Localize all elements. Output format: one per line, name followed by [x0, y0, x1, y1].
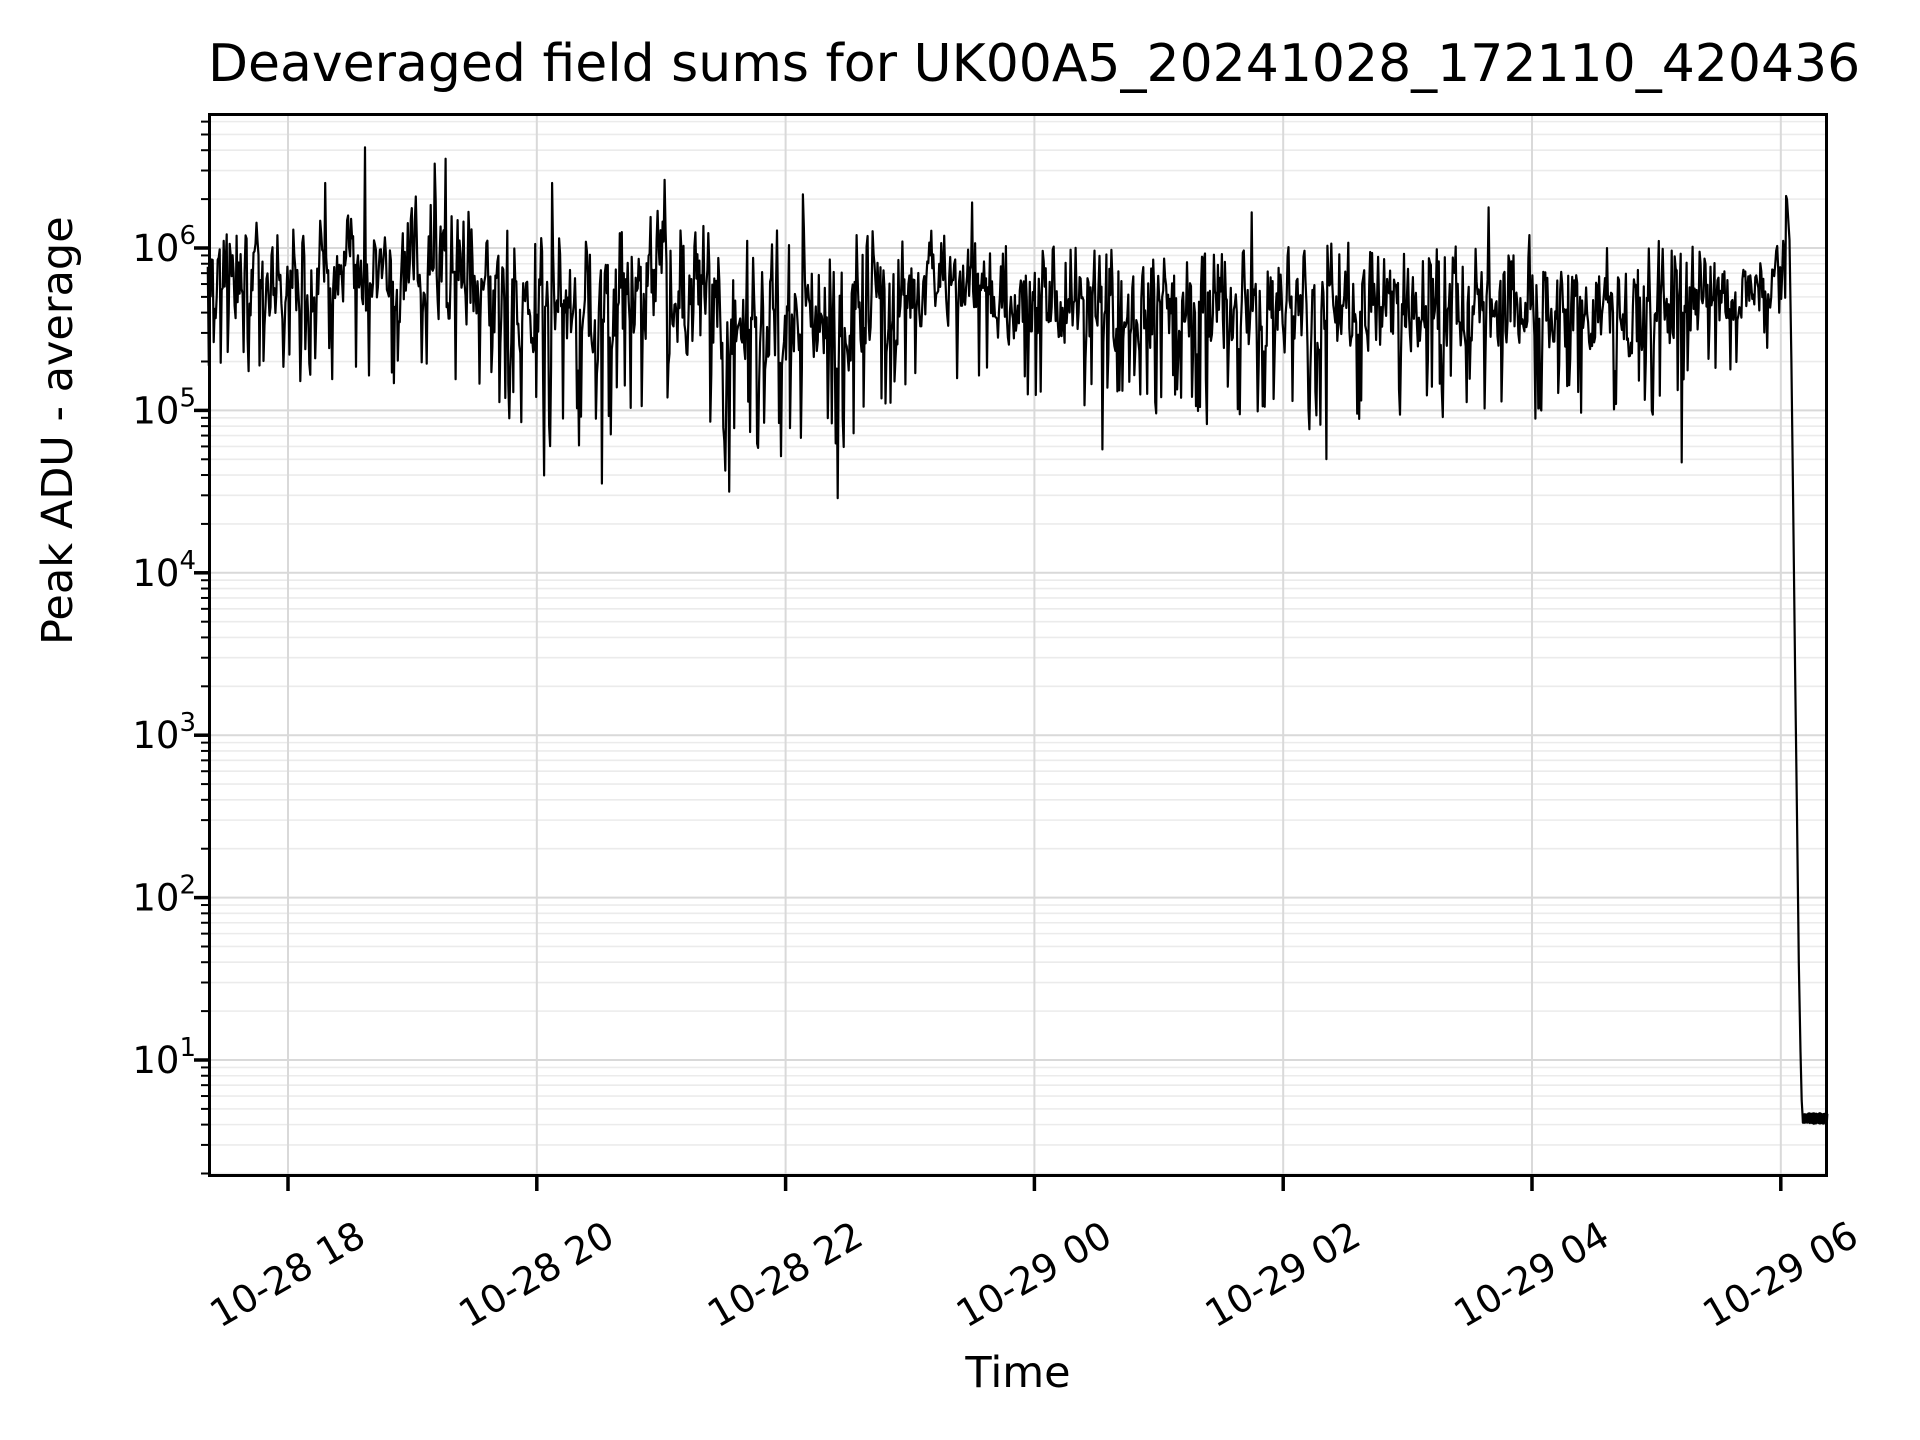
y-tick-label: 104 [132, 546, 196, 595]
x-tick-label: 10-28 18 [203, 1213, 373, 1337]
y-tick-label: 101 [132, 1033, 196, 1082]
x-tick-label: 10-29 00 [949, 1213, 1119, 1337]
y-tick-label: 106 [132, 221, 196, 270]
x-tick-label: 10-28 20 [451, 1213, 621, 1337]
x-tick-label: 10-29 04 [1447, 1213, 1617, 1337]
x-tick-label: 10-29 06 [1695, 1213, 1865, 1337]
y-tick-label: 102 [132, 871, 196, 920]
x-tick-label: 10-29 02 [1198, 1213, 1368, 1337]
y-tick-label: 105 [132, 383, 196, 432]
chart-title: Deaveraged field sums for UK00A5_2024102… [208, 34, 1861, 94]
series-line [206, 146, 1829, 1125]
axis-ticks [194, 120, 1783, 1191]
x-axis-label: Time [965, 1348, 1071, 1398]
y-tick-label: 103 [132, 708, 196, 757]
tick-labels: 106 105 104 103 102 101 10-28 18 10-28 20 10-28 … [132, 221, 1865, 1336]
grid-minor [209, 120, 1827, 1175]
x-tick-label: 10-28 22 [700, 1213, 870, 1337]
plot-border [208, 113, 1828, 1177]
